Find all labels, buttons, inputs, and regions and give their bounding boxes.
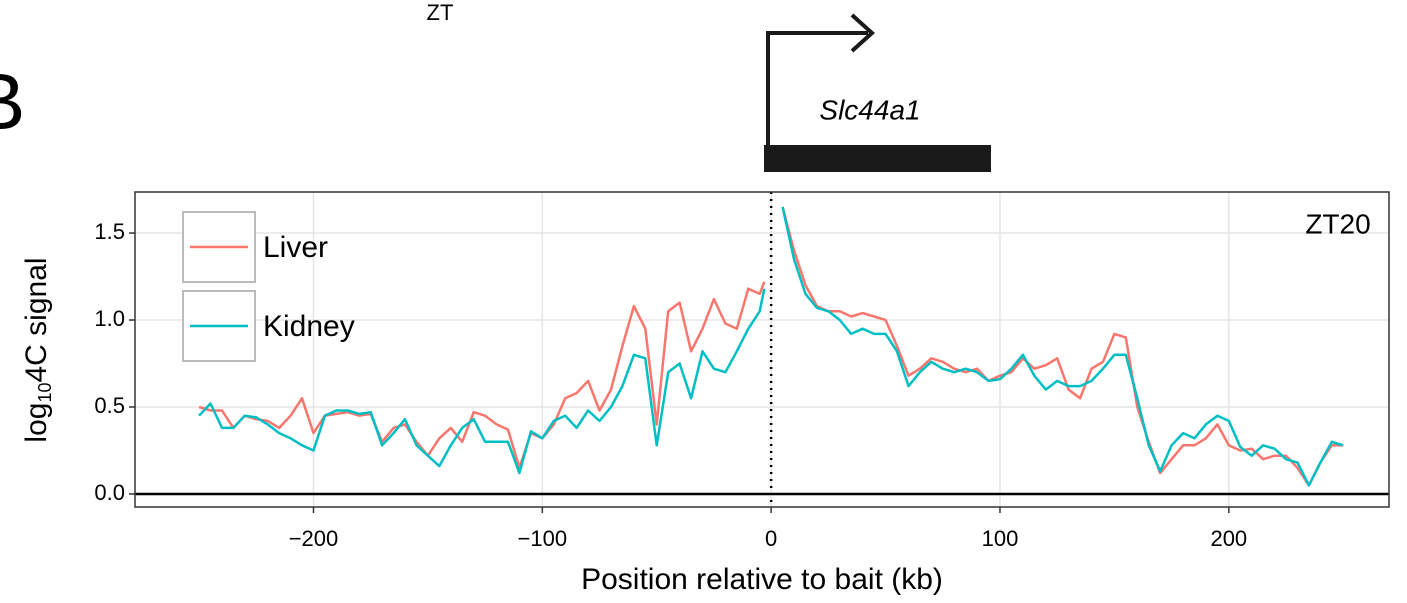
y-title-rest: 4C signal — [20, 257, 53, 382]
legend-label: Liver — [263, 231, 328, 264]
panel-label: B — [0, 57, 25, 146]
x-tick-label: 100 — [982, 526, 1019, 551]
panel-background — [135, 192, 1389, 507]
gene-arrow — [766, 13, 875, 145]
panel-border — [134, 191, 1390, 508]
x-axis-title: Position relative to bait (kb) — [581, 563, 943, 596]
annotation: ZT20 — [1305, 208, 1370, 239]
x-tick-label: 0 — [765, 526, 777, 551]
gene-body — [764, 145, 991, 172]
y-tick-label: 1.0 — [94, 306, 125, 331]
y-tick-label: 0.5 — [94, 393, 125, 418]
legend-label: Kidney — [263, 310, 355, 343]
y-tick-label: 0.0 — [94, 480, 125, 505]
x-tick-label: 200 — [1210, 526, 1247, 551]
plot-area: −200 −100 0 100 200 0.0 0.5 1.0 1.5 — [94, 191, 1390, 551]
x-tick-label: −100 — [518, 526, 568, 551]
y-axis-title: log104C signal — [20, 257, 55, 442]
y-tick-label: 1.5 — [94, 219, 125, 244]
y-title-base: log — [20, 403, 53, 443]
header-text: ZT — [427, 0, 454, 25]
gene-label: Slc44a1 — [819, 94, 920, 125]
y-title-subscript: 10 — [35, 383, 55, 403]
series-line — [198, 206, 1344, 487]
series-line — [198, 206, 1344, 487]
x-tick-label: −200 — [289, 526, 339, 551]
